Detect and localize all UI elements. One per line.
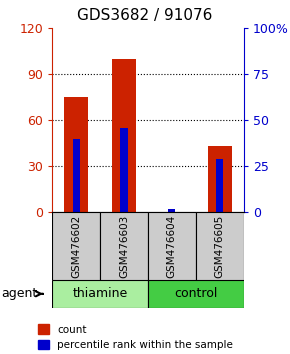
FancyBboxPatch shape [52,212,100,280]
Text: control: control [174,287,218,300]
Text: GSM476602: GSM476602 [71,215,81,278]
Legend: count, percentile rank within the sample: count, percentile rank within the sample [34,320,237,354]
Text: GSM476605: GSM476605 [215,215,225,278]
Bar [112,59,136,212]
FancyBboxPatch shape [52,280,148,308]
FancyBboxPatch shape [100,212,148,280]
FancyBboxPatch shape [148,212,196,280]
Bar [64,97,88,212]
Bar [72,139,80,212]
Text: thiamine: thiamine [72,287,128,300]
Text: GSM476603: GSM476603 [119,215,129,278]
Text: GSM476604: GSM476604 [167,215,177,278]
FancyBboxPatch shape [148,280,244,308]
Bar [120,128,128,212]
Text: agent: agent [1,287,43,300]
Text: GDS3682 / 91076: GDS3682 / 91076 [77,8,213,23]
Bar [208,147,232,212]
FancyBboxPatch shape [196,212,244,280]
Bar [168,209,175,212]
Bar [216,159,223,212]
